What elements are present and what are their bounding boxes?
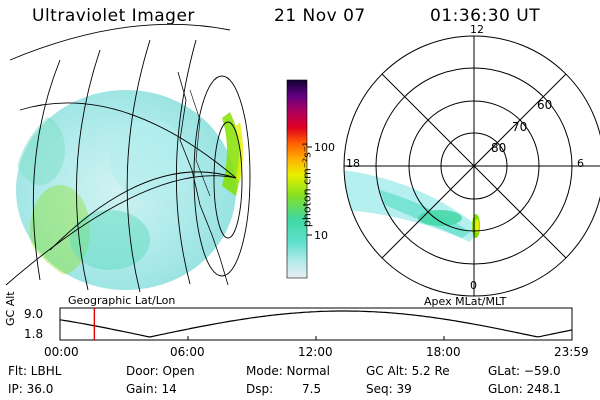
mlt-label-12: 12: [470, 23, 484, 36]
orbit-plot-frame: [59, 307, 573, 341]
orbit-xtick-0000: 00:00: [44, 345, 79, 359]
filter-value: Flt: LBHL: [8, 364, 62, 378]
polar-mlat-mlt-view: [343, 35, 600, 297]
lat-lon-grid: [5, 23, 251, 293]
mode-value: Mode: Normal: [246, 364, 330, 378]
mlat-label-80: 80: [491, 141, 507, 155]
colorbar-label-10: 10: [314, 229, 328, 242]
orbit-ytick-max: 9.0: [24, 307, 44, 321]
dsp-value: 7.5: [302, 382, 322, 396]
orbit-ytick-min: 1.8: [24, 327, 44, 341]
orbit-xtick-0600: 06:00: [170, 345, 205, 359]
polar-grid: [343, 35, 600, 297]
gain-value: Gain: 14: [126, 382, 177, 396]
mlt-label-18: 18: [346, 157, 360, 170]
observation-time: 01:36:30 UT: [430, 6, 541, 26]
orbit-xtick-2359: 23:59: [554, 345, 589, 359]
gc-alt-value: GC Alt: 5.2 Re: [366, 364, 450, 378]
colorbar: [286, 79, 312, 279]
globe-aurora-patches: [15, 115, 190, 275]
geographic-caption: Geographic Lat/Lon: [68, 294, 175, 307]
glat-value: GLat: −59.0: [488, 364, 561, 378]
orbit-xtick-1800: 18:00: [426, 345, 461, 359]
colorbar-label-100: 100: [314, 141, 335, 154]
seq-value: Seq: 39: [366, 382, 412, 396]
orbit-ylabel: GC Alt: [4, 291, 17, 326]
observation-date: 21 Nov 07: [274, 6, 366, 26]
orbit-altitude-plot: [59, 307, 573, 341]
polar-caption: Apex MLat/MLT: [424, 295, 507, 308]
door-status: Door: Open: [126, 364, 195, 378]
mlat-label-60: 60: [537, 98, 553, 112]
orbit-xtick-1200: 12:00: [298, 345, 333, 359]
polar-aurora: [344, 170, 480, 242]
glon-value: GLon: 248.1: [488, 382, 561, 396]
ip-value: IP: 36.0: [8, 382, 54, 396]
orbit-x-ticks: [59, 336, 573, 340]
dsp-label: Dsp:: [246, 382, 274, 396]
geographic-globe-view: [5, 23, 251, 293]
coastline: [177, 71, 229, 286]
mlt-label-0: 0: [470, 279, 477, 292]
colorbar-unit-label: photon cm⁻²s⁻¹: [300, 141, 314, 228]
gc-altitude-curve: [59, 310, 573, 338]
mlt-label-6: 6: [577, 157, 584, 170]
colorbar-gradient: [286, 79, 308, 279]
instrument-title: Ultraviolet Imager: [32, 6, 195, 26]
mlat-label-70: 70: [512, 120, 528, 134]
